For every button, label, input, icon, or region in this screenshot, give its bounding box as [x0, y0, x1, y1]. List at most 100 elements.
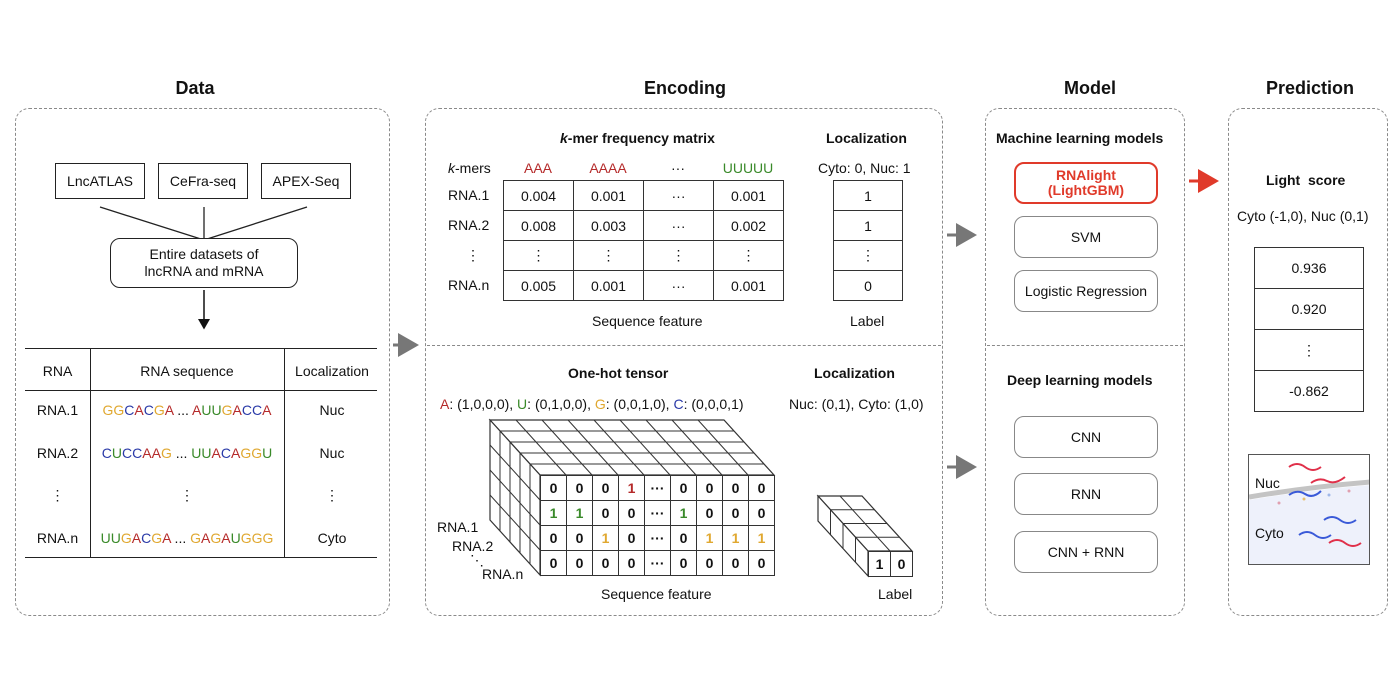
tensor-cell: 0 [748, 500, 775, 526]
entire-datasets-line2: lncRNA and mRNA [144, 263, 264, 279]
nucleotide: A [231, 445, 241, 461]
tensor-cell: 0 [696, 550, 723, 576]
tensor-cell: 0 [748, 550, 775, 576]
legend-letter: C [673, 396, 684, 412]
tensor-cell: ··· [644, 525, 671, 551]
nucleotide: C [143, 402, 154, 418]
nucleotide: G [102, 402, 114, 418]
tensor-cell: 0 [748, 475, 775, 501]
tensor-cell: ··· [644, 550, 671, 576]
nucleotide: A [201, 530, 211, 546]
onehot-rna-label-1: RNA.1 [437, 519, 479, 535]
tensor-grid-line [489, 469, 541, 526]
tensor-cell: 0 [722, 475, 749, 501]
kmer-row-name: RNA.2 [448, 217, 490, 233]
onehot-rna-label-2: RNA.2 [452, 538, 494, 554]
light-score-title: Light score [1266, 172, 1346, 188]
tensor-cell: 1 [748, 525, 775, 551]
nucleotide: A [262, 402, 272, 418]
tensor-cell: 1 [618, 475, 645, 501]
nucleotide: G [240, 530, 252, 546]
legend-code: : (0,0,0,1) [683, 396, 744, 412]
tensor-cell: 0 [540, 525, 567, 551]
tensor-cell: 0 [722, 550, 749, 576]
label-cell: 1 [868, 551, 891, 577]
tensor-cell: 1 [696, 525, 723, 551]
tensor-grid-line [619, 419, 671, 476]
table-header-sequence: RNA sequence [140, 363, 234, 379]
nucleotide: G [113, 402, 125, 418]
kmers-label-rest: -mers [455, 160, 491, 176]
nucleotide: C [124, 402, 135, 418]
nucleotide: G [251, 445, 263, 461]
nucleotide: G [221, 402, 233, 418]
nucleotide: G [190, 530, 202, 546]
legend-letter: A [440, 396, 450, 412]
tensor-cell: 0 [592, 475, 619, 501]
tensor-cell: 1 [722, 525, 749, 551]
table-cell-rna: RNA.2 [36, 445, 79, 461]
kmer-cell: 0.001 [713, 270, 784, 301]
label-cell: 0 [890, 551, 913, 577]
table-divider-2 [284, 348, 285, 557]
nucleotide: U [262, 445, 273, 461]
table-bottom-rule [25, 557, 377, 558]
tensor-cell: 0 [722, 500, 749, 526]
prediction-panel [1228, 108, 1388, 616]
nucleotide: U [100, 530, 111, 546]
onehot-localization-coding: Nuc: (0,1), Cyto: (1,0) [789, 396, 924, 412]
nucleotide: U [230, 530, 241, 546]
model-rnalight[interactable]: RNAlight (LightGBM) [1014, 162, 1158, 204]
tensor-cell: 0 [618, 550, 645, 576]
tensor-cell: 0 [566, 525, 593, 551]
kmers-label-k: k [448, 160, 455, 176]
model-logistic-regression[interactable]: Logistic Regression [1014, 270, 1158, 312]
model-svm[interactable]: SVM [1014, 216, 1158, 258]
nucleotide: A [162, 530, 171, 546]
kmer-column-header: UUUUU [722, 160, 774, 176]
model-cnn[interactable]: CNN [1014, 416, 1158, 458]
tensor-cell: ··· [644, 500, 671, 526]
onehot-localization-title: Localization [814, 365, 895, 381]
source-apex-seq: APEX-Seq [261, 163, 351, 199]
model-cnn-rnn[interactable]: CNN + RNN [1014, 531, 1158, 573]
nucleotide: U [201, 402, 212, 418]
tensor-cell: 0 [618, 500, 645, 526]
kmer-localization-title: Localization [826, 130, 907, 146]
kmer-column-header: ··· [671, 160, 685, 176]
tensor-grid-line [593, 419, 645, 476]
model-rnalight-sub: (LightGBM) [1047, 182, 1125, 198]
tensor-cell: ··· [644, 475, 671, 501]
kmer-label-caption: Label [850, 313, 885, 329]
nucleotide: A [192, 402, 202, 418]
nucleotide: U [110, 530, 121, 546]
nucleotide: G [153, 402, 165, 418]
kmer-localization-coding: Cyto: 0, Nuc: 1 [818, 160, 911, 176]
entire-datasets-line1: Entire datasets of [149, 246, 259, 262]
model-rnn[interactable]: RNN [1014, 473, 1158, 515]
sequence-ellipsis: ... [171, 445, 192, 461]
tensor-cell: 0 [670, 550, 697, 576]
legend-code: : (0,1,0,0), [527, 396, 595, 412]
legend-letter: G [594, 396, 606, 412]
nucleotide: A [221, 530, 231, 546]
score-range: Cyto (-1,0), Nuc (0,1) [1237, 208, 1369, 224]
tensor-grid-line [515, 419, 567, 476]
onehot-rna-label-dots: ⋱ [470, 552, 484, 568]
kmers-label: k-mers [448, 160, 491, 176]
nucleotide: C [241, 402, 252, 418]
table-cell-sequence: UUGACGA ... GAGAUGGG [90, 530, 284, 546]
nucleotide: U [111, 445, 122, 461]
tensor-cell: 1 [566, 500, 593, 526]
sequence-ellipsis: ... [173, 402, 193, 418]
tensor-grid-line [697, 419, 749, 476]
nucleotide: G [160, 445, 172, 461]
title-model: Model [1064, 78, 1116, 98]
table-cell-localization: Nuc [319, 402, 345, 418]
nucleotide: A [131, 530, 142, 546]
score-cell: 0.920 [1254, 288, 1364, 330]
cell-illustration-art [1249, 463, 1369, 564]
title-prediction: Prediction [1265, 78, 1354, 98]
